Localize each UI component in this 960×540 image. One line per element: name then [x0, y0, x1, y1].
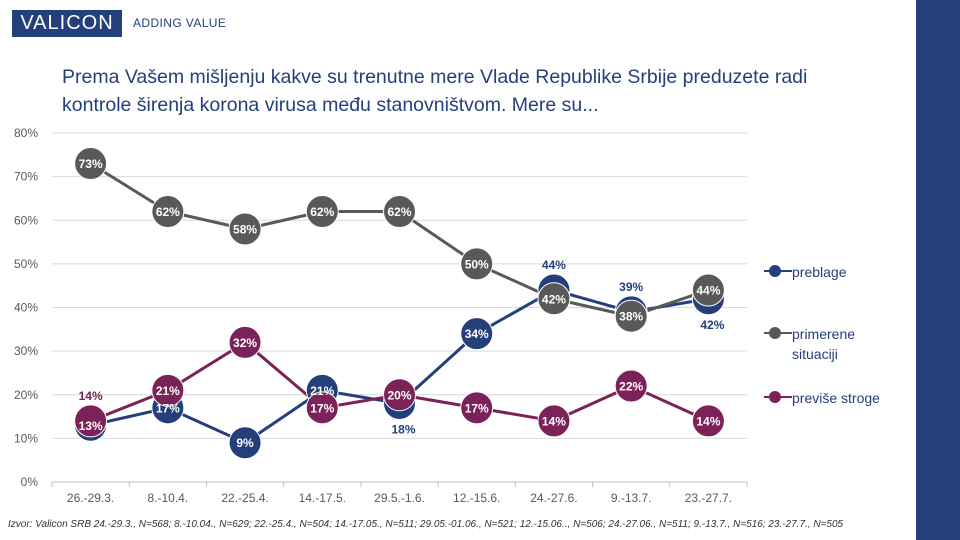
- x-tick-label: 14.-17.5.: [299, 491, 346, 505]
- x-tick-label: 23.-27.7.: [685, 491, 732, 505]
- data-label: 13%: [79, 419, 103, 433]
- data-label: 50%: [465, 257, 489, 271]
- data-label: 58%: [233, 222, 257, 236]
- x-tick-label: 8.-10.4.: [147, 491, 188, 505]
- data-label: 9%: [236, 436, 254, 450]
- data-point: [228, 426, 262, 460]
- chart-title: Prema Vašem mišljenju kakve su trenutne …: [62, 66, 808, 116]
- data-label: 34%: [465, 327, 489, 341]
- x-tick-label: 29.5.-1.6.: [374, 491, 425, 505]
- data-point: [228, 212, 262, 246]
- data-point: [537, 404, 571, 438]
- data-label: 44%: [696, 284, 720, 298]
- y-tick-label: 0%: [21, 475, 39, 489]
- data-label: 20%: [387, 388, 411, 402]
- data-point: [460, 247, 494, 281]
- y-tick-label: 40%: [14, 301, 38, 315]
- y-tick-label: 80%: [14, 126, 38, 140]
- data-label: 32%: [233, 336, 257, 350]
- data-label: 22%: [619, 380, 643, 394]
- legend-label: primerene situaciji: [792, 326, 856, 362]
- data-point: [691, 404, 725, 438]
- data-point: [74, 147, 108, 181]
- y-tick-label: 50%: [14, 257, 38, 271]
- data-label: 17%: [465, 401, 489, 415]
- data-label: 38%: [619, 310, 643, 324]
- data-label: 62%: [310, 205, 334, 219]
- data-label: 73%: [79, 157, 103, 171]
- data-label: 44%: [542, 258, 566, 272]
- valicon-logo: VALICON: [12, 10, 122, 37]
- data-point: [305, 195, 339, 229]
- data-point: [383, 195, 416, 229]
- x-tick-label: 12.-15.6.: [453, 491, 500, 505]
- data-label: 42%: [542, 292, 566, 306]
- data-point: [74, 404, 108, 438]
- legend-marker: [764, 391, 792, 403]
- series-line: [89, 162, 709, 318]
- y-tick-label: 30%: [14, 344, 38, 358]
- data-point: [460, 317, 494, 351]
- data-point: [151, 373, 185, 407]
- y-tick-label: 70%: [14, 170, 38, 184]
- data-point: [614, 369, 648, 403]
- data-point: [383, 378, 416, 412]
- source-footnote: Izvor: Valicon SRB 24.-29.3., N=568; 8.-…: [8, 519, 844, 530]
- legend-marker: [764, 265, 792, 277]
- logo-tagline: ADDING VALUE: [133, 16, 227, 30]
- data-label: 21%: [156, 384, 180, 398]
- y-tick-label: 20%: [14, 388, 38, 402]
- data-label: 62%: [387, 205, 411, 219]
- data-label: 39%: [619, 280, 643, 294]
- data-point: [305, 391, 339, 425]
- data-label: 14%: [542, 414, 566, 428]
- x-tick-label: 26.-29.3.: [67, 491, 114, 505]
- data-label: 18%: [391, 422, 415, 436]
- data-label: 17%: [156, 401, 180, 415]
- data-point: [151, 195, 185, 229]
- data-label: 62%: [156, 205, 180, 219]
- data-point: [228, 325, 262, 359]
- x-tick-label: 22.-25.4.: [221, 491, 268, 505]
- data-label: 42%: [700, 318, 724, 332]
- x-tick-label: 24.-27.6.: [530, 491, 577, 505]
- data-point: [537, 282, 571, 316]
- data-label: 21%: [310, 384, 334, 398]
- y-tick-label: 10%: [14, 431, 38, 445]
- data-point: [460, 391, 494, 425]
- data-label: 14%: [696, 414, 720, 428]
- right-accent-bar: [916, 0, 960, 540]
- data-label: 17%: [310, 401, 334, 415]
- legend-marker: [764, 327, 792, 339]
- legend-label: previše stroge: [792, 390, 880, 406]
- data-label: 14%: [79, 389, 103, 403]
- y-tick-label: 60%: [14, 213, 38, 227]
- legend-label: preblage: [792, 264, 847, 280]
- data-point: [691, 273, 725, 307]
- data-point: [614, 299, 648, 333]
- x-tick-label: 9.-13.7.: [611, 491, 652, 505]
